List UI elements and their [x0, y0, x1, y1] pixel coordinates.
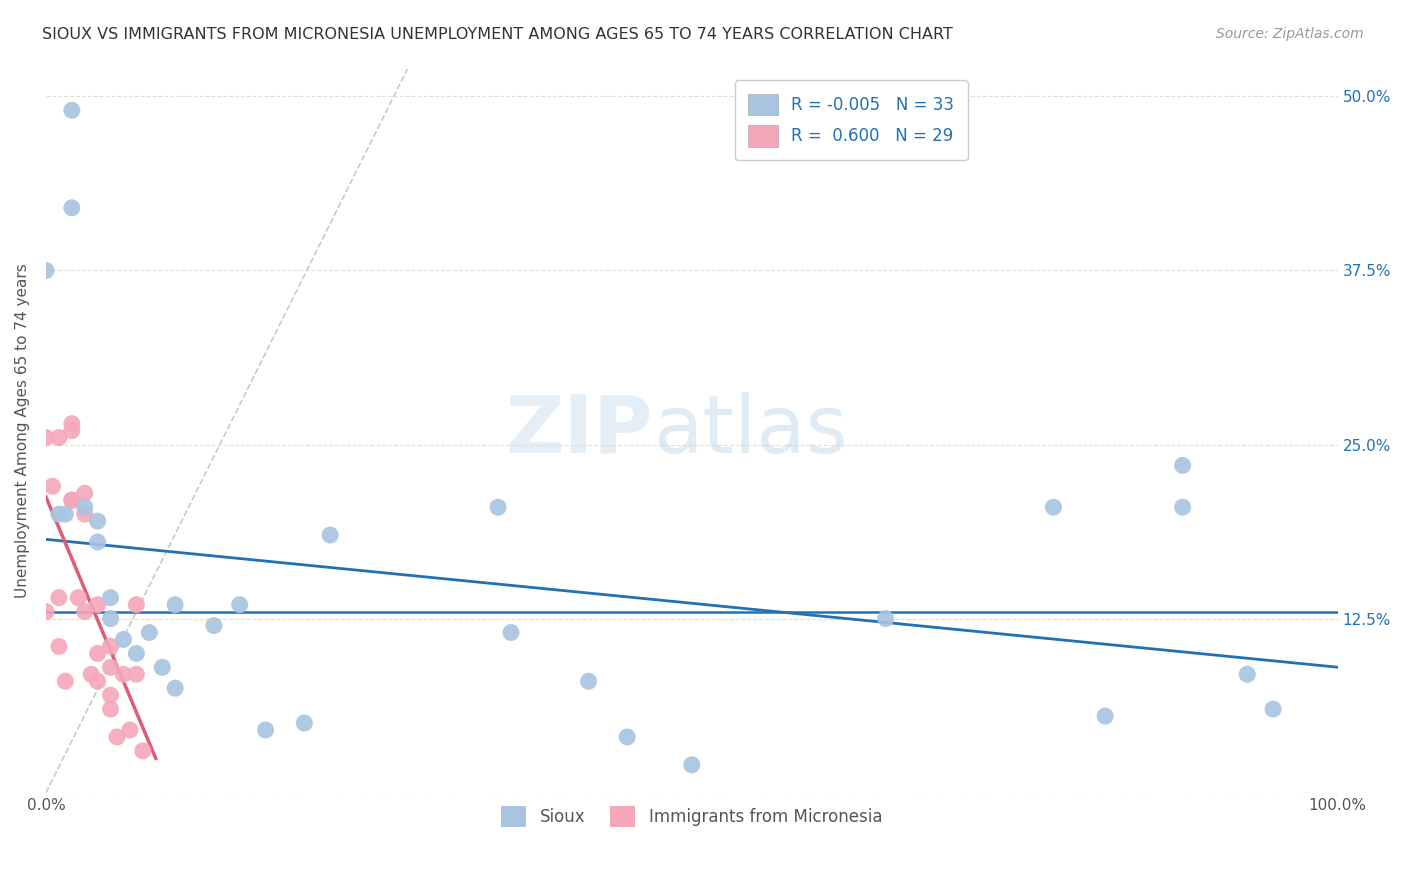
- Point: [100, 591, 122, 605]
- Point: [48, 431, 70, 445]
- Point: [105, 730, 128, 744]
- Point: [100, 702, 122, 716]
- Point: [60, 424, 83, 438]
- Point: [150, 660, 173, 674]
- Point: [202, 618, 225, 632]
- Point: [499, 625, 522, 640]
- Point: [48, 640, 70, 654]
- Point: [53, 674, 76, 689]
- Point: [138, 625, 160, 640]
- Y-axis label: Unemployment Among Ages 65 to 74 years: Unemployment Among Ages 65 to 74 years: [15, 263, 30, 598]
- Point: [1236, 667, 1258, 681]
- Point: [86, 514, 108, 528]
- Point: [254, 723, 277, 737]
- Point: [125, 667, 148, 681]
- Point: [73, 507, 96, 521]
- Point: [132, 744, 155, 758]
- Point: [875, 611, 897, 625]
- Text: atlas: atlas: [652, 392, 848, 469]
- Legend: Sioux, Immigrants from Micronesia: Sioux, Immigrants from Micronesia: [494, 798, 890, 835]
- Point: [35, 431, 58, 445]
- Point: [60, 417, 83, 431]
- Point: [35, 263, 58, 277]
- Point: [1261, 702, 1284, 716]
- Point: [86, 674, 108, 689]
- Point: [125, 647, 148, 661]
- Point: [60, 493, 83, 508]
- Point: [100, 640, 122, 654]
- Point: [48, 591, 70, 605]
- Point: [53, 507, 76, 521]
- Point: [41, 479, 63, 493]
- Point: [100, 611, 122, 625]
- Point: [1171, 458, 1194, 473]
- Point: [125, 598, 148, 612]
- Point: [486, 500, 509, 515]
- Text: Source: ZipAtlas.com: Source: ZipAtlas.com: [1216, 27, 1364, 41]
- Point: [1171, 500, 1194, 515]
- Point: [118, 723, 141, 737]
- Point: [1094, 709, 1116, 723]
- Point: [60, 103, 83, 118]
- Point: [100, 688, 122, 702]
- Point: [60, 201, 83, 215]
- Point: [1042, 500, 1064, 515]
- Point: [112, 632, 135, 647]
- Point: [48, 507, 70, 521]
- Point: [35, 605, 58, 619]
- Point: [292, 716, 315, 731]
- Point: [112, 667, 135, 681]
- Point: [100, 660, 122, 674]
- Point: [578, 674, 600, 689]
- Point: [616, 730, 638, 744]
- Point: [73, 500, 96, 515]
- Point: [60, 493, 83, 508]
- Point: [319, 528, 342, 542]
- Point: [86, 535, 108, 549]
- Point: [86, 647, 108, 661]
- Point: [73, 605, 96, 619]
- Point: [228, 598, 250, 612]
- Text: SIOUX VS IMMIGRANTS FROM MICRONESIA UNEMPLOYMENT AMONG AGES 65 TO 74 YEARS CORRE: SIOUX VS IMMIGRANTS FROM MICRONESIA UNEM…: [42, 27, 953, 42]
- Point: [165, 681, 187, 696]
- Point: [86, 598, 108, 612]
- Point: [67, 591, 90, 605]
- Point: [80, 667, 103, 681]
- Point: [73, 486, 96, 500]
- Point: [165, 598, 187, 612]
- Text: ZIP: ZIP: [506, 392, 652, 469]
- Point: [681, 757, 703, 772]
